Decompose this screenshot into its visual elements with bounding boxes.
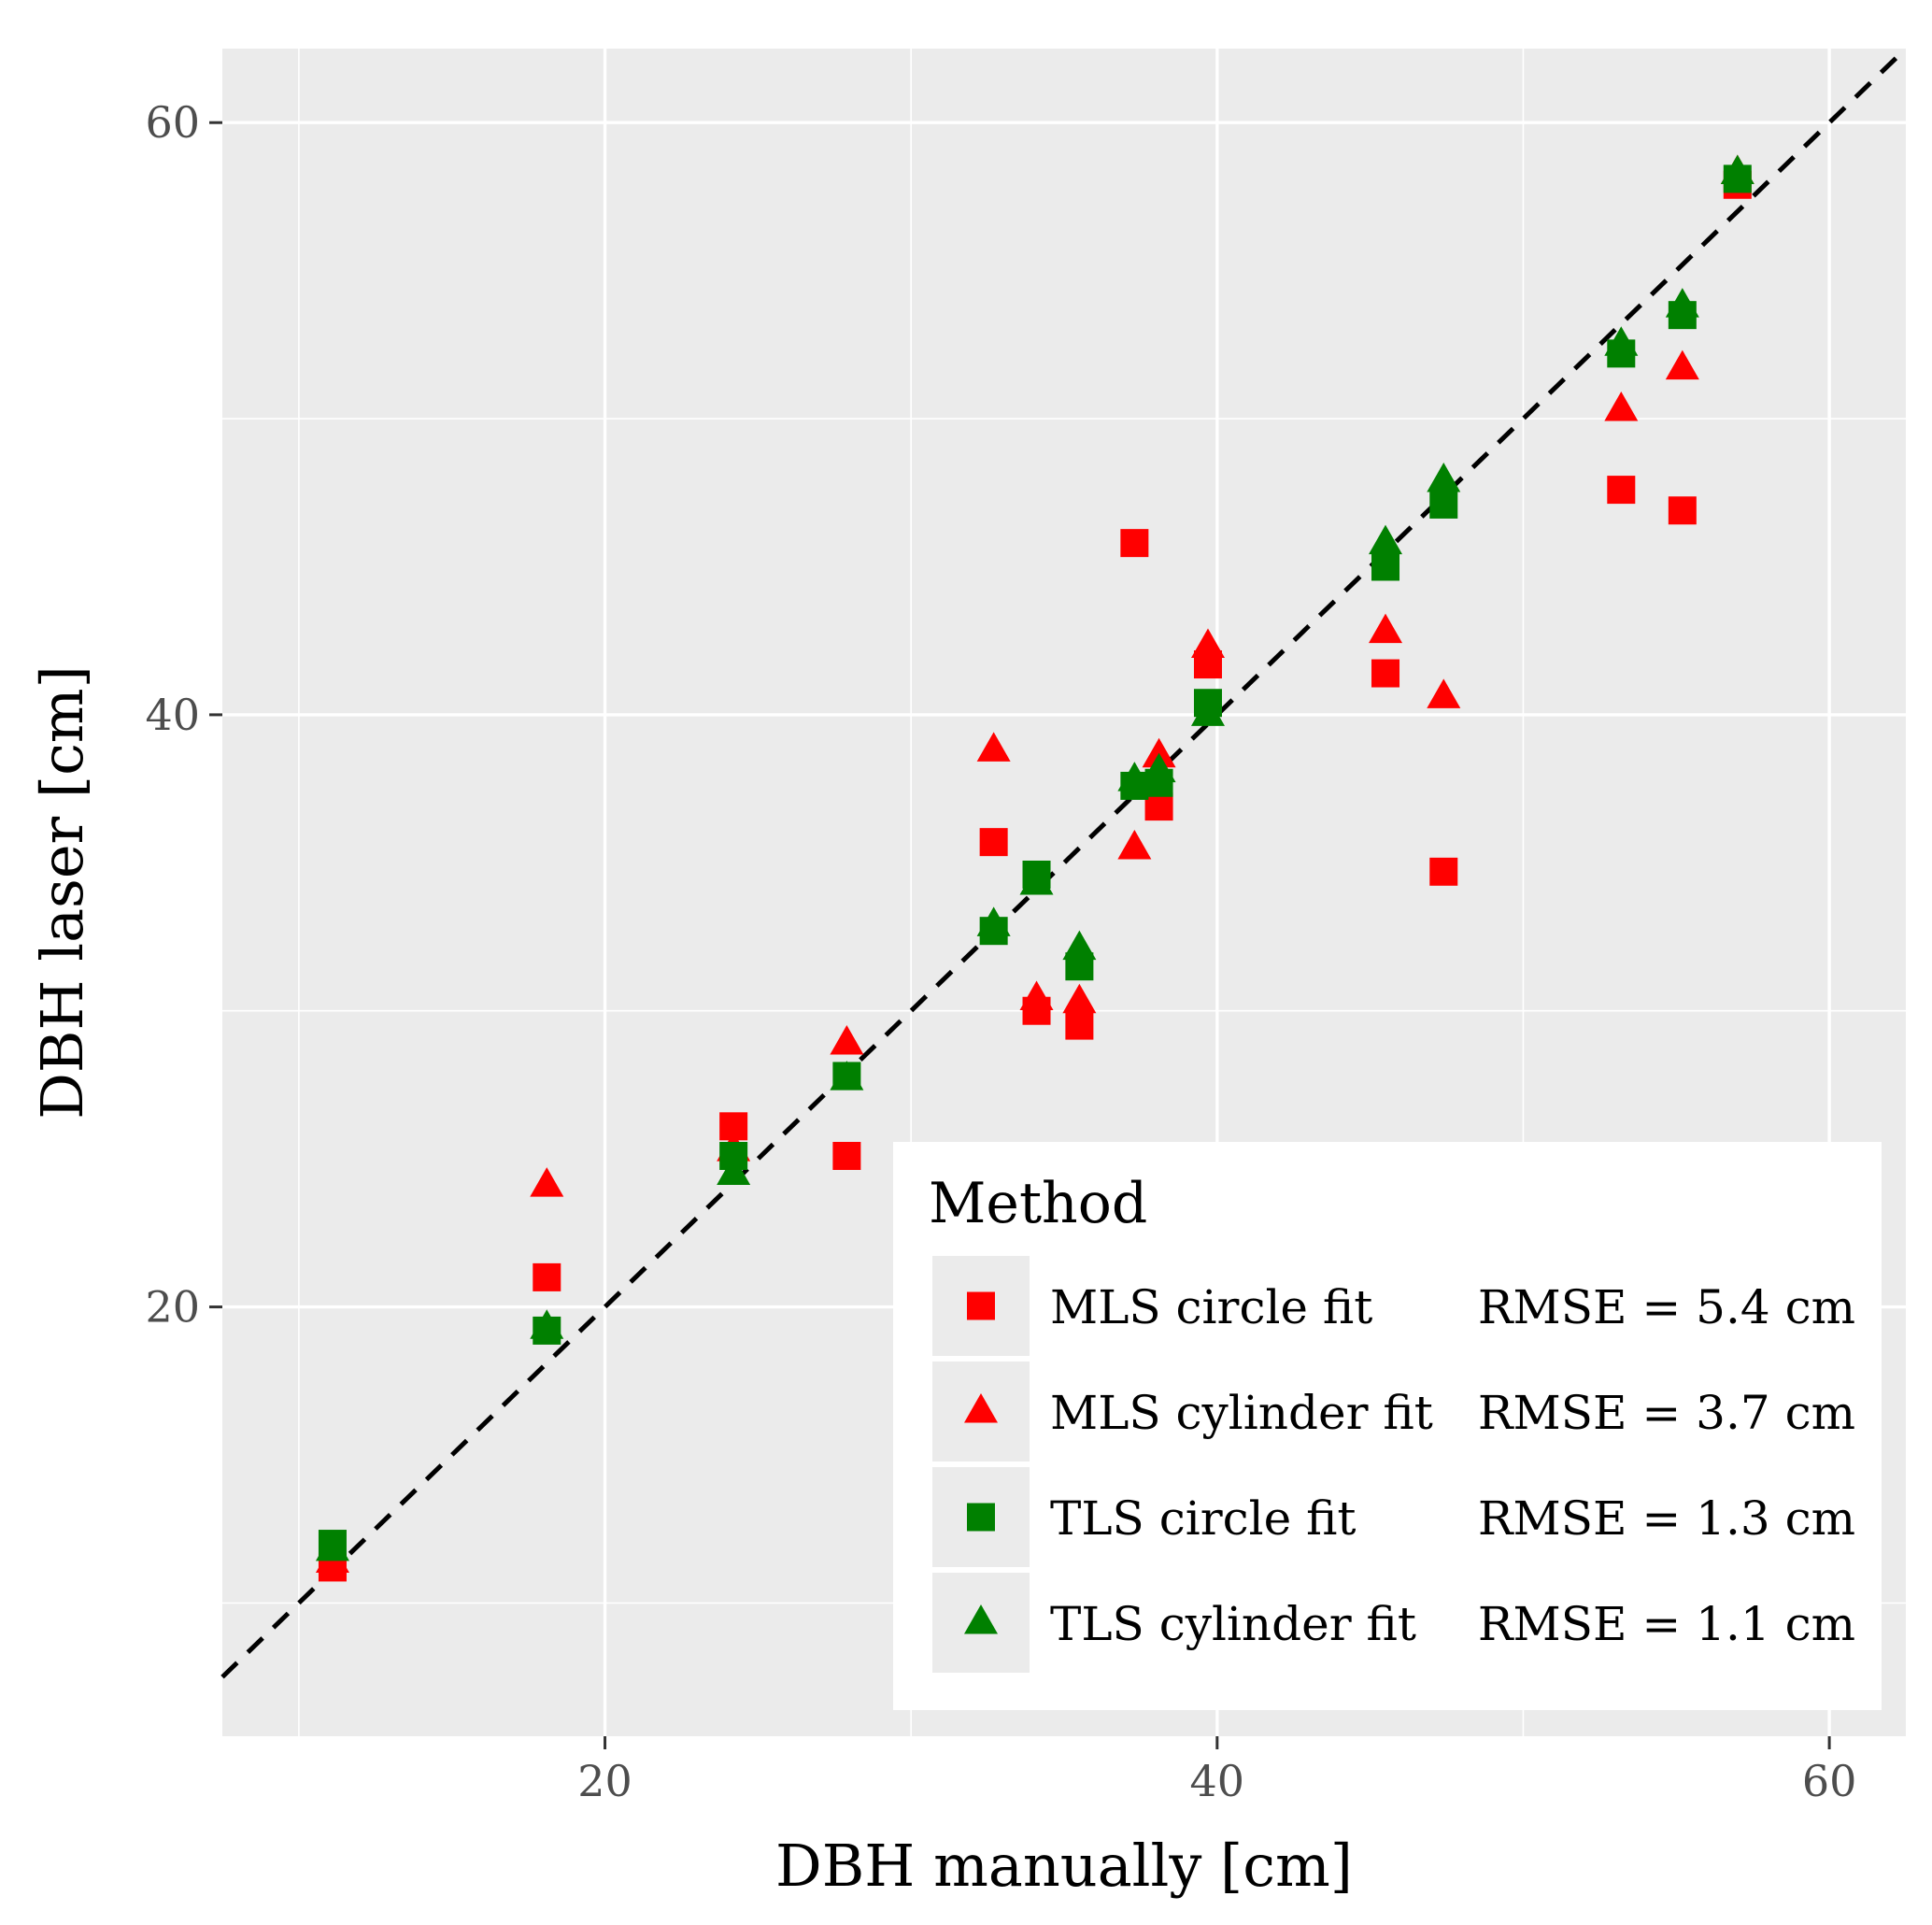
legend-entry: MLS circle fit RMSE = 5.4 cm — [932, 1256, 1855, 1356]
x-axis: 20 40 60 — [577, 1736, 1856, 1806]
triangle-point — [1019, 864, 1054, 895]
y-axis: 20 40 60 — [145, 97, 222, 1333]
triangle-point — [530, 1309, 564, 1339]
triangle-point — [1117, 829, 1152, 860]
triangle-point — [1190, 628, 1225, 658]
triangle-point — [315, 1531, 349, 1561]
legend-square-icon — [967, 1291, 995, 1320]
square-point — [979, 828, 1008, 857]
square-point — [1065, 1011, 1094, 1040]
legend-rmse: RMSE = 5.4 cm — [1478, 1280, 1855, 1334]
legend-rmse: RMSE = 3.7 cm — [1478, 1386, 1855, 1440]
triangle-point — [1369, 524, 1403, 555]
legend-label: TLS circle fit — [1050, 1491, 1357, 1546]
legend-background — [893, 1142, 1882, 1710]
legend: Method MLS circle fit RMSE = 5.4 cm MLS cy… — [893, 1142, 1882, 1710]
legend-square-icon — [967, 1503, 995, 1532]
square-point — [533, 1262, 561, 1291]
triangle-point — [1604, 326, 1639, 356]
triangle-point — [976, 732, 1011, 762]
triangle-point — [830, 1025, 864, 1055]
legend-triangle-icon — [964, 1392, 998, 1423]
triangle-point — [1369, 613, 1403, 644]
legend-label: TLS cylinder fit — [1050, 1597, 1416, 1651]
triangle-point — [1142, 752, 1176, 783]
square-point — [1429, 490, 1458, 519]
legend-entry: MLS cylinder fit RMSE = 3.7 cm — [932, 1362, 1855, 1462]
triangle-point — [530, 1167, 564, 1197]
square-point — [1371, 552, 1400, 581]
triangle-point — [1062, 930, 1097, 961]
square-point — [1371, 659, 1400, 688]
y-tick-label: 20 — [145, 1282, 200, 1333]
series-mls-cylinder-fit — [315, 154, 1754, 1574]
triangle-point — [1142, 737, 1176, 768]
x-tick-label: 60 — [1802, 1756, 1857, 1806]
square-point — [1120, 529, 1149, 558]
triangle-point — [1720, 154, 1754, 185]
square-point — [1429, 857, 1458, 886]
legend-entry: TLS cylinder fit RMSE = 1.1 cm — [932, 1573, 1855, 1673]
square-point — [1607, 476, 1636, 505]
legend-rmse: RMSE = 1.3 cm — [1478, 1491, 1855, 1546]
legend-triangle-icon — [964, 1604, 998, 1634]
triangle-point — [1190, 696, 1225, 726]
triangle-point — [1019, 980, 1054, 1011]
x-axis-title: DBH manually [cm] — [775, 1832, 1353, 1900]
triangle-point — [1062, 983, 1097, 1014]
legend-rmse: RMSE = 1.1 cm — [1478, 1597, 1855, 1651]
triangle-point — [717, 1155, 751, 1185]
square-point — [1668, 496, 1697, 525]
triangle-point — [1604, 392, 1639, 421]
legend-label: MLS cylinder fit — [1050, 1386, 1433, 1440]
series-tls-cylinder-fit — [315, 154, 1754, 1561]
triangle-point — [1665, 288, 1699, 318]
x-tick-label: 20 — [577, 1756, 632, 1806]
y-axis-title: DBH laser [cm] — [28, 665, 96, 1119]
legend-title: Method — [929, 1171, 1147, 1236]
y-tick-label: 40 — [145, 690, 200, 740]
triangle-point — [1117, 762, 1152, 791]
x-tick-label: 40 — [1190, 1756, 1245, 1806]
square-point — [1144, 792, 1173, 821]
triangle-point — [1665, 349, 1699, 380]
data-points — [315, 154, 1754, 1582]
legend-entry: TLS circle fit RMSE = 1.3 cm — [932, 1467, 1855, 1567]
y-tick-label: 60 — [145, 97, 200, 148]
square-point — [832, 1141, 861, 1170]
triangle-point — [976, 906, 1011, 936]
triangle-point — [1427, 463, 1461, 492]
legend-label: MLS circle fit — [1050, 1280, 1372, 1334]
triangle-point — [1427, 678, 1461, 708]
triangle-point — [830, 1061, 864, 1091]
